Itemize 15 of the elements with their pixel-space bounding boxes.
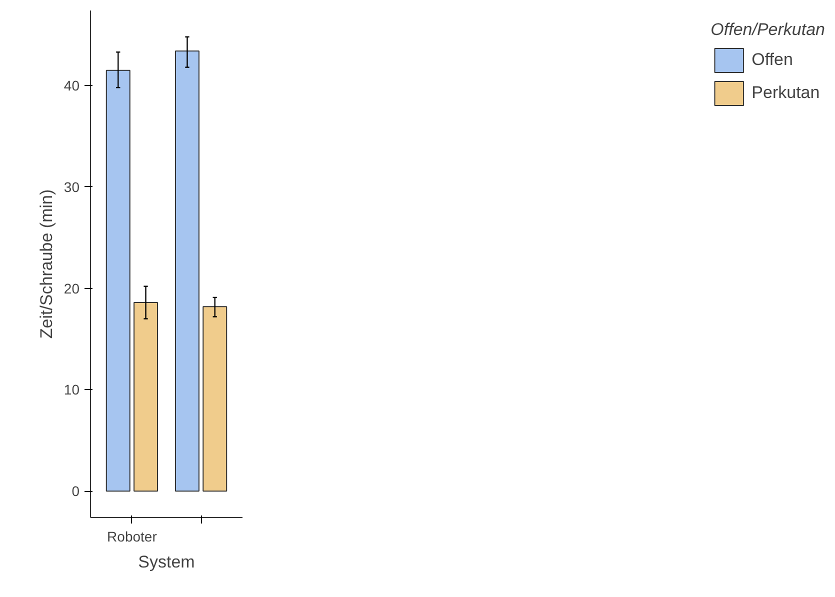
x-tick-label: Roboter bbox=[107, 528, 158, 544]
legend-title: Offen/Perkutan bbox=[710, 20, 825, 40]
y-tick-label: 40 bbox=[64, 78, 80, 94]
x-axis-title: System bbox=[138, 552, 195, 572]
legend-label: Perkutan bbox=[752, 83, 820, 103]
bar bbox=[106, 70, 130, 492]
y-tick-label: 30 bbox=[64, 178, 80, 195]
bar bbox=[174, 50, 200, 492]
y-tick-label: 10 bbox=[64, 382, 80, 398]
legend-label: Offen bbox=[752, 50, 793, 70]
y-axis-title: Zeit/Schraube (min) bbox=[36, 189, 56, 339]
bar bbox=[134, 302, 158, 492]
y-tick-label: 20 bbox=[64, 280, 80, 296]
bar bbox=[202, 306, 228, 492]
y-tick-label: 0 bbox=[72, 483, 80, 500]
